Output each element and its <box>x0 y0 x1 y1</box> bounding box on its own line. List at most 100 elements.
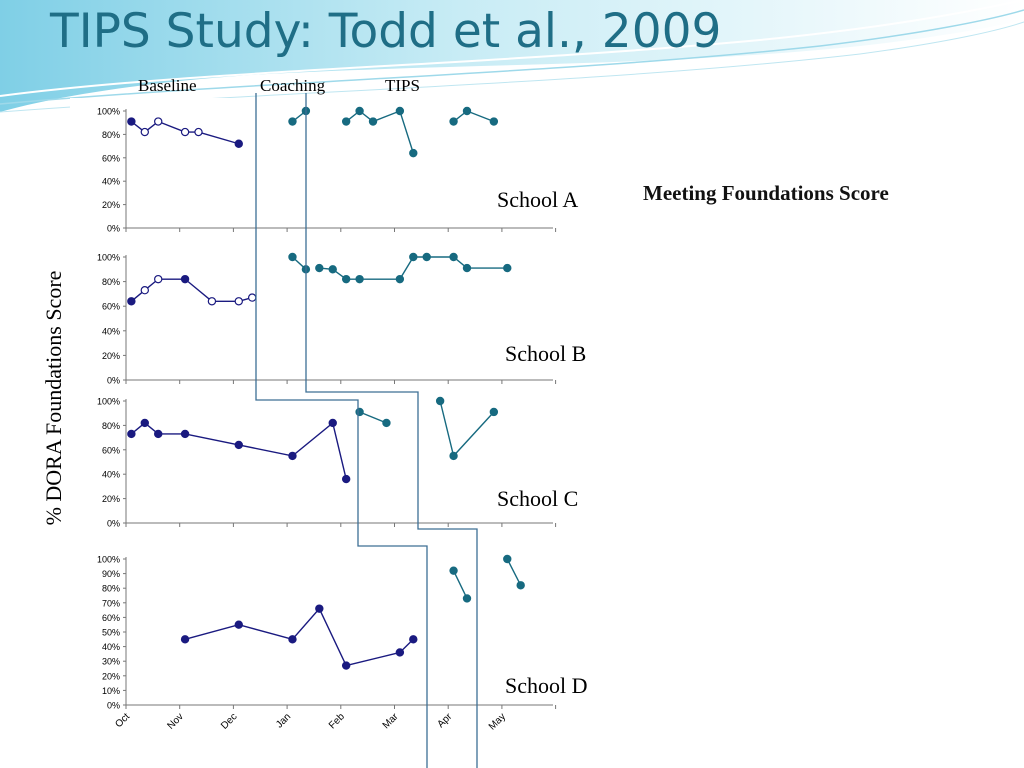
school-d-plot-area <box>70 546 568 750</box>
school-c-y-tick-label: 60% <box>102 445 120 455</box>
school-a-y-tick-label: 60% <box>102 153 120 163</box>
school-d-y-tick-label: 20% <box>102 671 120 681</box>
school-d-data-point <box>288 635 297 644</box>
school-d-y-tick-label: 30% <box>102 657 120 667</box>
school-c-y-tick-label: 0% <box>107 519 120 529</box>
school-a-data-point <box>449 117 458 126</box>
school-d-y-tick-label: 80% <box>102 584 120 594</box>
school-b-data-point <box>154 274 163 284</box>
school-b-data-point <box>449 252 458 262</box>
school-c-data-point <box>140 418 149 428</box>
school-a-data-point <box>180 127 190 137</box>
school-a-data-point <box>409 148 418 158</box>
school-d-data-point <box>449 566 458 575</box>
phase-label-coaching: Coaching <box>260 76 326 95</box>
school-b-data-point <box>207 297 217 306</box>
school-d-y-tick-label: 40% <box>102 642 120 652</box>
school-b-data-point <box>288 252 297 262</box>
school-a-y-tick-label: 100% <box>97 107 120 117</box>
school-a-label: School A <box>497 187 579 212</box>
school-a-y-tick-label: 80% <box>102 130 120 140</box>
school-c-data-point <box>341 474 351 484</box>
school-a-data-point <box>462 106 472 116</box>
school-d-y-tick-label: 90% <box>102 569 120 579</box>
school-b-y-tick-label: 60% <box>102 302 120 312</box>
meeting-foundations-note: Meeting Foundations Score <box>643 181 889 205</box>
school-a-data-point <box>234 139 243 148</box>
school-d-y-tick-label: 50% <box>102 628 120 638</box>
school-a-data-point <box>154 117 163 126</box>
school-a-data-point <box>140 127 149 137</box>
school-a-y-tick-label: 0% <box>107 224 120 234</box>
school-a-plot-area <box>70 98 568 236</box>
baseline-to-coaching-phase-line <box>255 93 428 768</box>
school-a-y-tick-label: 40% <box>102 177 120 187</box>
school-b-plot-area <box>70 238 568 388</box>
school-d-y-tick-label: 70% <box>102 598 120 608</box>
school-c-series-tips-line <box>359 411 387 424</box>
school-d-y-tick-label: 60% <box>102 613 120 623</box>
school-c-data-point <box>234 440 243 450</box>
school-b-data-point <box>409 252 418 262</box>
school-b-data-point <box>503 263 512 273</box>
school-c-y-tick-label: 80% <box>102 421 120 431</box>
school-d-data-point <box>315 604 324 613</box>
school-b-y-tick-label: 80% <box>102 277 120 287</box>
school-c-data-point <box>127 429 136 439</box>
school-d-y-tick-label: 100% <box>97 555 120 565</box>
school-d-data-point <box>234 620 243 629</box>
school-b-data-point <box>180 274 190 284</box>
school-b-data-point <box>328 265 337 274</box>
school-c-data-point <box>449 451 458 461</box>
school-b-data-point <box>140 286 149 295</box>
school-a-data-point <box>355 106 364 116</box>
school-c-data-point <box>382 418 391 428</box>
school-c-data-point <box>435 396 445 406</box>
school-b-y-tick-label: 0% <box>107 376 120 386</box>
school-c-data-point <box>328 418 337 428</box>
school-a-y-tick-label: 20% <box>102 200 120 210</box>
school-b-label: School B <box>505 341 587 366</box>
school-a-data-point <box>127 117 136 126</box>
school-c-y-tick-label: 20% <box>102 494 120 504</box>
school-b-data-point <box>462 263 472 273</box>
school-b-data-point <box>127 297 136 306</box>
phase-label-baseline: Baseline <box>138 76 197 95</box>
school-d-data-point <box>409 635 418 644</box>
school-b-data-point <box>315 263 324 273</box>
school-b-data-point <box>247 293 257 302</box>
school-d-series-tips-line <box>452 570 468 599</box>
school-c-y-tick-label: 100% <box>97 397 120 407</box>
school-a-data-point <box>288 117 297 126</box>
phase-label-tips: TIPS <box>385 76 420 95</box>
school-d-data-point <box>503 554 512 564</box>
coaching-to-tips-phase-line <box>305 93 478 768</box>
school-a-data-point <box>489 117 499 126</box>
school-b-data-point <box>422 252 431 262</box>
school-b-data-point <box>341 274 351 284</box>
school-d-series-tips-line <box>506 558 522 586</box>
school-d-data-point <box>462 594 472 603</box>
school-b-y-tick-label: 40% <box>102 326 120 336</box>
school-c-y-tick-label: 40% <box>102 470 120 480</box>
school-c-label: School C <box>497 486 579 511</box>
slide-title: TIPS Study: Todd et al., 2009 <box>50 4 722 59</box>
school-c-data-point <box>489 407 499 417</box>
school-b-data-point <box>234 297 243 306</box>
school-d-data-point <box>516 581 525 590</box>
school-d-label: School D <box>505 673 588 698</box>
school-a-data-point <box>194 127 203 137</box>
school-c-data-point <box>288 451 297 461</box>
school-a-data-point <box>368 117 378 126</box>
school-a-data-point <box>395 106 405 116</box>
school-b-data-point <box>395 274 405 284</box>
school-b-y-tick-label: 100% <box>97 253 120 263</box>
school-d-data-point <box>180 635 190 644</box>
school-b-y-tick-label: 20% <box>102 351 120 361</box>
school-d-data-point <box>341 661 351 670</box>
school-d-data-point <box>395 648 405 657</box>
school-b-series-tips-line <box>319 256 508 280</box>
school-d-y-tick-label: 10% <box>102 686 120 696</box>
school-d-y-tick-label: 0% <box>107 701 120 711</box>
